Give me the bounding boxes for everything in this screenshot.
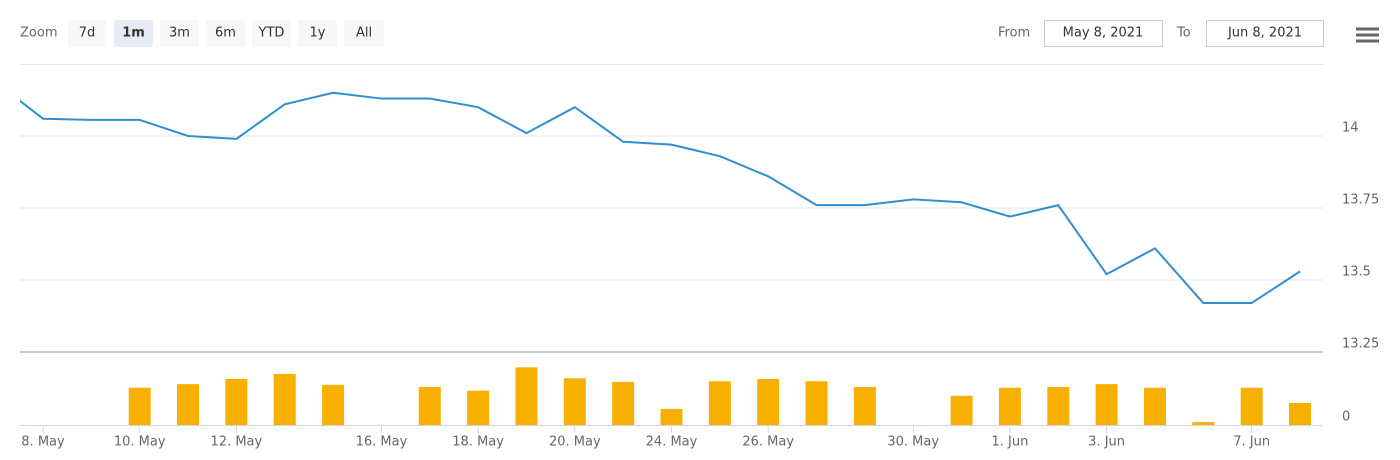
zoom-button-bg <box>344 20 384 47</box>
zoom-button-bg <box>252 20 291 47</box>
x-tick-label: 3. Jun <box>1088 435 1125 450</box>
volume-bar <box>273 373 296 425</box>
volume-bar <box>1240 387 1263 425</box>
from-input[interactable] <box>1044 20 1163 47</box>
y2-tick-label: 0 <box>1342 410 1350 425</box>
zoom-button[interactable]: 7d <box>68 20 106 47</box>
x-tick-label: 12. May <box>211 435 263 450</box>
volume-bar <box>1289 403 1311 425</box>
to-input[interactable] <box>1206 20 1324 47</box>
zoom-button-bg <box>298 20 337 47</box>
volume-bar <box>1047 387 1070 425</box>
x-tick-label: 26. May <box>742 435 794 450</box>
to-value[interactable]: Jun 8, 2021 <box>1227 26 1302 41</box>
zoom-button-label[interactable]: 1y <box>310 26 326 41</box>
y-tick-label: 13.25 <box>1342 337 1379 352</box>
zoom-button-label[interactable]: YTD <box>258 26 285 41</box>
x-tick-label: 18. May <box>452 435 504 450</box>
zoom-button-label[interactable]: 7d <box>79 26 96 41</box>
volume-bar <box>467 390 490 425</box>
from-label: From <box>998 26 1030 41</box>
to-label: To <box>1176 26 1191 41</box>
y-tick-label: 13.5 <box>1342 265 1371 280</box>
volume-bar <box>515 367 538 425</box>
zoom-button-label[interactable]: 1m <box>122 26 145 41</box>
from-value[interactable]: May 8, 2021 <box>1063 26 1144 41</box>
volume-bar <box>853 387 876 425</box>
zoom-button-label[interactable]: All <box>356 26 372 41</box>
x-tick-label: 24. May <box>646 435 698 450</box>
volume-bar <box>1143 387 1166 425</box>
zoom-button-bg <box>160 20 199 47</box>
zoom-button[interactable]: YTD <box>252 20 291 47</box>
y-tick-label: 14 <box>1342 121 1359 136</box>
volume-bar <box>563 378 586 425</box>
zoom-button-label[interactable]: 6m <box>215 26 236 41</box>
zoom-button-label[interactable]: 3m <box>169 26 190 41</box>
volume-bar <box>418 387 441 425</box>
zoom-button[interactable]: 1m <box>114 20 153 47</box>
x-tick-label: 20. May <box>549 435 601 450</box>
volume-bar <box>177 384 200 425</box>
volume-bar <box>612 381 635 425</box>
volume-bar <box>322 384 345 425</box>
volume-bar <box>1192 422 1215 425</box>
zoom-button[interactable]: All <box>344 20 384 47</box>
zoom-button[interactable]: 6m <box>206 20 245 47</box>
y-tick-label: 13.75 <box>1342 193 1379 208</box>
volume-bar <box>757 379 780 425</box>
zoom-button[interactable]: 1y <box>298 20 337 47</box>
volume-bar <box>1095 384 1118 425</box>
volume-bar <box>128 387 151 425</box>
x-tick-label: 7. Jun <box>1233 435 1270 450</box>
x-tick-label: 16. May <box>356 435 408 450</box>
volume-bar <box>708 381 731 425</box>
zoom-button-bg <box>114 20 153 47</box>
x-tick-label: 30. May <box>887 435 939 450</box>
volume-bar <box>660 408 683 425</box>
zoom-label: Zoom <box>20 26 57 41</box>
zoom-button-bg <box>68 20 106 47</box>
volume-bar <box>950 395 973 425</box>
x-tick-label: 10. May <box>114 435 166 450</box>
menu-button[interactable] <box>1356 27 1379 43</box>
zoom-button[interactable]: 3m <box>160 20 199 47</box>
x-tick-label: 8. May <box>21 435 65 450</box>
zoom-button-bg <box>206 20 245 47</box>
price-line <box>20 91 1301 305</box>
volume-bar <box>805 381 828 425</box>
volume-bar <box>998 387 1021 425</box>
x-tick-label: 1. Jun <box>991 435 1028 450</box>
volume-bar <box>225 379 248 425</box>
